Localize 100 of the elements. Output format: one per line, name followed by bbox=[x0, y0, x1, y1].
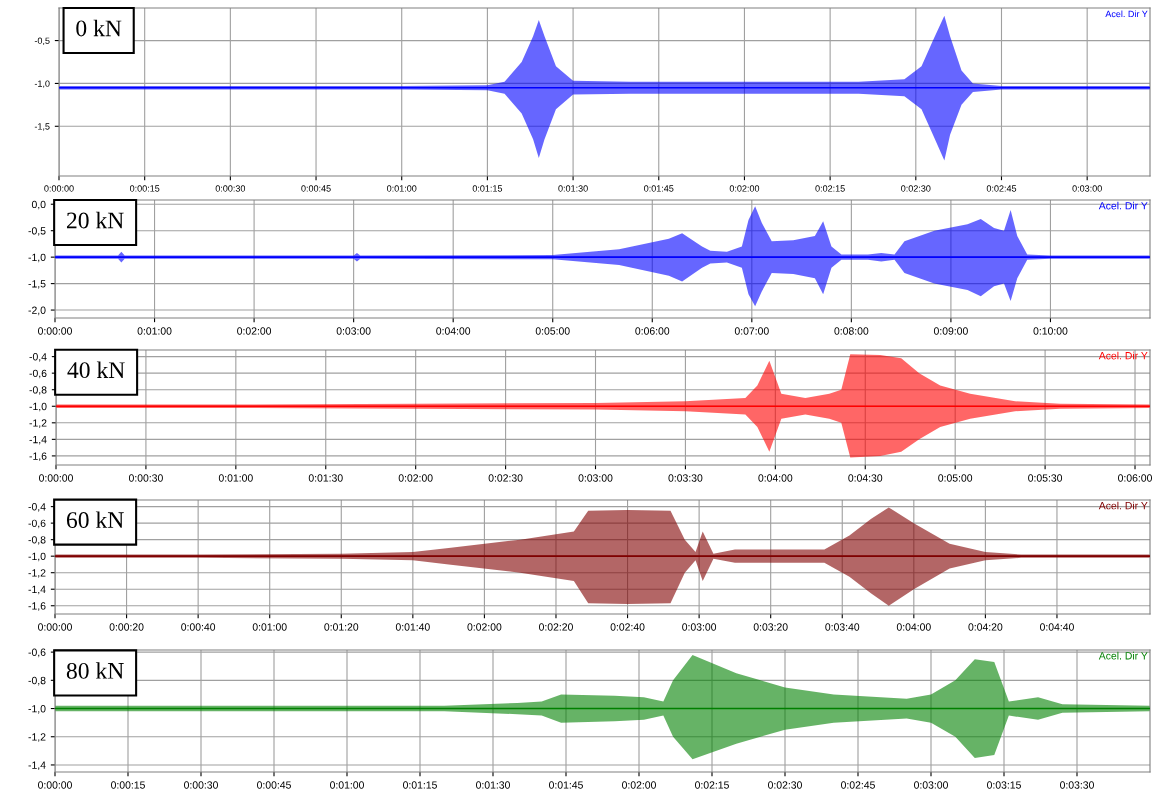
annotation: 20 kN bbox=[66, 211, 124, 229]
x-tick-label: 0:00:00 bbox=[38, 327, 72, 335]
annotation: 0 kN bbox=[76, 19, 122, 37]
y-tick-label: -2,0 bbox=[28, 306, 46, 316]
x-tick-label: 0:03:40 bbox=[825, 623, 860, 631]
x-tick-label: 0:02:00 bbox=[729, 185, 760, 192]
x-tick-label: 0:00:00 bbox=[38, 781, 72, 789]
y-tick-label: -0,6 bbox=[28, 519, 46, 529]
x-tick-label: 0:05:00 bbox=[535, 327, 570, 335]
x-tick-label: 0:04:40 bbox=[1039, 623, 1074, 631]
x-tick-label: 0:09:00 bbox=[933, 327, 968, 335]
x-tick-label: 0:03:20 bbox=[753, 623, 788, 631]
x-tick-label: 0:03:15 bbox=[987, 781, 1021, 789]
x-tick-label: 0:04:20 bbox=[968, 623, 1003, 631]
x-tick-label: 0:01:20 bbox=[324, 623, 359, 631]
x-tick-label: 0:03:00 bbox=[336, 327, 371, 335]
y-tick-label: -0,6 bbox=[28, 648, 46, 658]
y-tick-label: -0,5 bbox=[34, 37, 50, 45]
x-tick-label: 0:00:00 bbox=[44, 185, 74, 192]
y-tick-label: -1,4 bbox=[28, 761, 46, 771]
y-tick-label: -1,2 bbox=[29, 419, 47, 428]
x-tick-label: 0:00:15 bbox=[129, 185, 160, 192]
x-tick-label: 0:03:00 bbox=[1072, 185, 1102, 192]
x-tick-label: 0:01:00 bbox=[218, 474, 253, 482]
x-tick-label: 0:02:00 bbox=[622, 781, 656, 789]
text: Acel. Dir Y bbox=[1098, 351, 1148, 360]
x-tick-label: 0:00:00 bbox=[38, 623, 72, 631]
x-tick-label: 0:01:30 bbox=[558, 185, 588, 192]
x-tick-label: 0:02:45 bbox=[841, 781, 875, 789]
x-tick-label: 0:04:30 bbox=[848, 474, 883, 482]
x-tick-label: 0:03:30 bbox=[668, 474, 703, 482]
x-tick-label: 0:01:15 bbox=[403, 781, 437, 789]
x-tick-label: 0:08:00 bbox=[834, 327, 869, 335]
x-tick-label: 0:02:00 bbox=[237, 327, 272, 335]
annotation: 80 kN bbox=[66, 662, 124, 679]
y-tick-label: -1,4 bbox=[28, 585, 46, 595]
y-tick-label: -1,6 bbox=[28, 602, 46, 611]
x-tick-label: 0:02:30 bbox=[901, 185, 931, 192]
x-tick-label: 0:01:00 bbox=[252, 623, 287, 631]
x-tick-label: 0:00:30 bbox=[184, 781, 218, 789]
x-tick-label: 0:01:30 bbox=[476, 781, 510, 789]
y-tick-label: -1,0 bbox=[29, 402, 47, 412]
x-tick-label: 0:02:40 bbox=[610, 623, 645, 631]
x-tick-label: 0:03:00 bbox=[914, 781, 948, 789]
y-tick-label: -0,5 bbox=[28, 227, 46, 236]
y-tick-label: -1,0 bbox=[28, 552, 46, 562]
x-tick-label: 0:00:45 bbox=[301, 185, 331, 192]
x-tick-label: 0:00:20 bbox=[109, 623, 144, 631]
y-tick-label: -1,5 bbox=[28, 280, 46, 289]
x-tick-label: 0:00:45 bbox=[257, 781, 291, 789]
text: Acel. Dir Y bbox=[1105, 10, 1148, 18]
x-tick-label: 0:01:30 bbox=[308, 474, 343, 482]
x-tick-label: 0:02:15 bbox=[815, 185, 845, 192]
x-tick-label: 0:02:00 bbox=[467, 623, 502, 631]
x-tick-label: 0:02:20 bbox=[539, 623, 573, 631]
x-tick-label: 0:01:40 bbox=[395, 623, 430, 631]
x-tick-label: 0:06:00 bbox=[635, 327, 670, 335]
y-tick-label: -1,0 bbox=[28, 705, 46, 714]
x-tick-label: 0:01:00 bbox=[137, 327, 172, 335]
x-tick-label: 0:00:30 bbox=[128, 474, 163, 482]
x-tick-label: 0:02:45 bbox=[986, 185, 1017, 192]
annotation: 40 kN bbox=[67, 361, 125, 379]
x-tick-label: 0:01:45 bbox=[644, 185, 674, 192]
text: Acel. Dir Y bbox=[1098, 651, 1148, 660]
x-tick-label: 0:02:30 bbox=[488, 474, 523, 482]
x-tick-label: 0:03:00 bbox=[578, 474, 613, 482]
x-tick-label: 0:01:45 bbox=[549, 781, 583, 789]
y-tick-label: -1,0 bbox=[28, 253, 46, 263]
x-tick-label: 0:01:00 bbox=[387, 185, 417, 192]
x-tick-label: 0:02:00 bbox=[398, 474, 433, 482]
y-tick-label: -1,4 bbox=[29, 435, 47, 445]
x-tick-label: 0:07:00 bbox=[734, 327, 769, 335]
y-tick-label: -1,5 bbox=[34, 123, 50, 131]
x-tick-label: 0:04:00 bbox=[436, 327, 471, 335]
y-tick-label: 0,0 bbox=[31, 200, 46, 210]
text: Acel. Dir Y bbox=[1098, 501, 1148, 510]
x-tick-label: 0:10:00 bbox=[1033, 327, 1068, 335]
x-tick-label: 0:03:30 bbox=[1060, 781, 1094, 789]
x-tick-label: 0:05:00 bbox=[938, 474, 973, 482]
y-tick-label: -0,8 bbox=[28, 536, 46, 545]
x-tick-label: 0:05:30 bbox=[1028, 474, 1063, 482]
x-tick-label: 0:00:15 bbox=[111, 781, 145, 789]
y-tick-label: -1,0 bbox=[34, 80, 50, 88]
x-tick-label: 0:02:30 bbox=[768, 781, 802, 789]
y-tick-label: -1,6 bbox=[29, 452, 47, 462]
y-tick-label: -0,4 bbox=[28, 503, 46, 512]
x-tick-label: 0:01:00 bbox=[330, 781, 364, 789]
y-tick-label: -0,8 bbox=[29, 386, 47, 395]
y-tick-label: -1,2 bbox=[28, 569, 46, 578]
x-tick-label: 0:00:30 bbox=[215, 185, 246, 192]
x-tick-label: 0:04:00 bbox=[896, 623, 931, 631]
x-tick-label: 0:00:00 bbox=[39, 474, 73, 482]
x-tick-label: 0:01:15 bbox=[472, 185, 503, 192]
x-tick-label: 0:04:00 bbox=[758, 474, 793, 482]
x-tick-label: 0:02:15 bbox=[695, 781, 729, 789]
text: Acel. Dir Y bbox=[1098, 201, 1148, 210]
x-tick-label: 0:03:00 bbox=[682, 623, 717, 631]
y-tick-label: -0,8 bbox=[28, 676, 46, 686]
y-tick-label: -1,2 bbox=[28, 733, 46, 742]
x-tick-label: 0:00:40 bbox=[181, 623, 216, 631]
